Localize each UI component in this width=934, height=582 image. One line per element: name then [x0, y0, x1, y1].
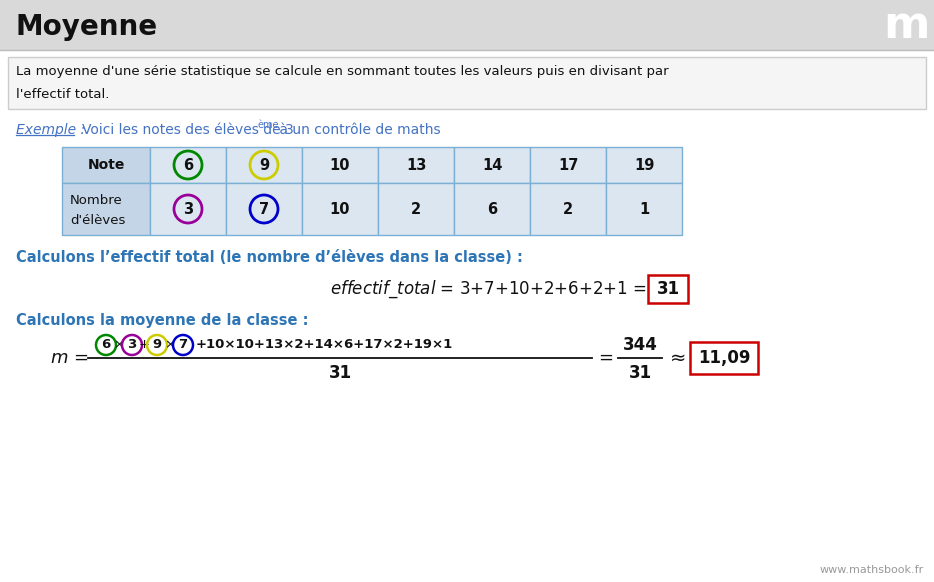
FancyBboxPatch shape	[606, 147, 682, 183]
Text: 11,09: 11,09	[698, 349, 750, 367]
Text: ème: ème	[258, 120, 279, 130]
FancyBboxPatch shape	[454, 183, 530, 235]
Text: à un contrôle de maths: à un contrôle de maths	[275, 123, 441, 137]
Text: 10: 10	[330, 201, 350, 217]
Text: La moyenne d'une série statistique se calcule en sommant toutes les valeurs puis: La moyenne d'une série statistique se ca…	[16, 66, 669, 79]
Text: $m$ =: $m$ =	[50, 349, 89, 367]
FancyBboxPatch shape	[530, 183, 606, 235]
FancyBboxPatch shape	[302, 147, 378, 183]
FancyBboxPatch shape	[150, 147, 226, 183]
Text: 6: 6	[102, 339, 110, 352]
Text: Moyenne: Moyenne	[16, 13, 158, 41]
Text: Calculons la moyenne de la classe :: Calculons la moyenne de la classe :	[16, 313, 308, 328]
FancyBboxPatch shape	[62, 183, 150, 235]
FancyBboxPatch shape	[530, 147, 606, 183]
Text: 6: 6	[487, 201, 497, 217]
FancyBboxPatch shape	[454, 147, 530, 183]
FancyBboxPatch shape	[378, 147, 454, 183]
Text: 6: 6	[183, 158, 193, 172]
Text: 7: 7	[178, 339, 188, 352]
Text: 9: 9	[152, 339, 162, 352]
Text: 31: 31	[657, 280, 680, 298]
FancyBboxPatch shape	[648, 275, 688, 303]
Text: Calculons l’effectif total (le nombre d’élèves dans la classe) :: Calculons l’effectif total (le nombre d’…	[16, 250, 523, 264]
FancyBboxPatch shape	[378, 183, 454, 235]
Text: +: +	[138, 339, 149, 352]
Text: 2: 2	[411, 201, 421, 217]
Text: 344: 344	[623, 336, 658, 354]
Text: www.mathsbook.fr: www.mathsbook.fr	[820, 565, 925, 575]
FancyBboxPatch shape	[62, 147, 150, 183]
FancyBboxPatch shape	[226, 183, 302, 235]
FancyBboxPatch shape	[606, 183, 682, 235]
Text: 19: 19	[634, 158, 654, 172]
Text: ×: ×	[113, 339, 124, 352]
FancyBboxPatch shape	[690, 342, 758, 374]
Text: Nombre: Nombre	[70, 194, 122, 208]
FancyBboxPatch shape	[0, 0, 934, 50]
Text: 3: 3	[183, 201, 193, 217]
Text: 14: 14	[482, 158, 502, 172]
Text: +10×10+13×2+14×6+17×2+19×1: +10×10+13×2+14×6+17×2+19×1	[196, 339, 453, 352]
Text: 2: 2	[563, 201, 573, 217]
Text: ≈: ≈	[670, 349, 686, 367]
Text: Exemple :: Exemple :	[16, 123, 85, 137]
Text: ×: ×	[164, 339, 176, 352]
FancyBboxPatch shape	[302, 183, 378, 235]
Text: $\mathit{effectif\_total}$ = 3+7+10+2+6+2+1 =: $\mathit{effectif\_total}$ = 3+7+10+2+6+…	[330, 278, 646, 300]
Text: 1: 1	[639, 201, 649, 217]
FancyBboxPatch shape	[8, 57, 926, 109]
Text: d'élèves: d'élèves	[70, 215, 125, 228]
FancyBboxPatch shape	[150, 183, 226, 235]
Text: Voici les notes des élèves de 3: Voici les notes des élèves de 3	[82, 123, 294, 137]
Text: m: m	[883, 5, 929, 48]
Text: 13: 13	[405, 158, 426, 172]
Text: 17: 17	[558, 158, 578, 172]
Text: 10: 10	[330, 158, 350, 172]
FancyBboxPatch shape	[226, 147, 302, 183]
Text: Note: Note	[87, 158, 124, 172]
Text: 7: 7	[259, 201, 269, 217]
Text: l'effectif total.: l'effectif total.	[16, 87, 109, 101]
Text: 31: 31	[329, 364, 351, 382]
Text: =: =	[599, 349, 614, 367]
Text: 9: 9	[259, 158, 269, 172]
Text: 31: 31	[629, 364, 652, 382]
Text: 3: 3	[127, 339, 136, 352]
